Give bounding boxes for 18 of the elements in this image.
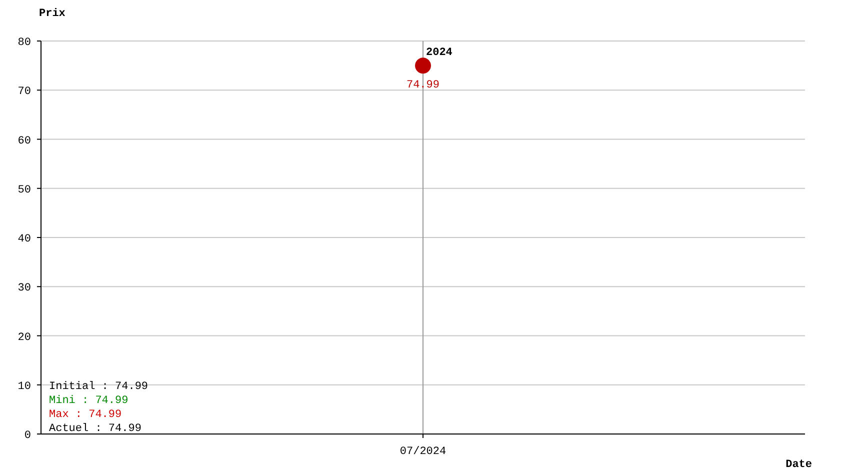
y-tick-label: 60	[18, 135, 31, 148]
annotation: Max : 74.99	[49, 409, 122, 421]
data-label: 74.99	[406, 80, 440, 92]
y-tick-label: 80	[18, 37, 31, 49]
y-tick-label: 70	[18, 86, 31, 98]
annotation: Mini : 74.99	[49, 395, 128, 407]
annotation: Actuel : 74.99	[49, 423, 142, 435]
y-tick-label: 40	[18, 234, 31, 246]
x-tick-label: 07/2024	[400, 446, 446, 458]
y-tick-label: 10	[18, 380, 31, 393]
y-tick-label: 20	[18, 332, 31, 344]
x-axis-title: Date	[786, 459, 812, 471]
y-axis-title: Prix	[39, 8, 66, 20]
y-tick-label: 50	[18, 184, 31, 196]
annotation: Initial : 74.99	[49, 381, 148, 393]
ref-line-label: 2024	[426, 47, 453, 59]
y-tick-label: 30	[18, 282, 31, 295]
y-tick-label: 0	[24, 430, 31, 442]
